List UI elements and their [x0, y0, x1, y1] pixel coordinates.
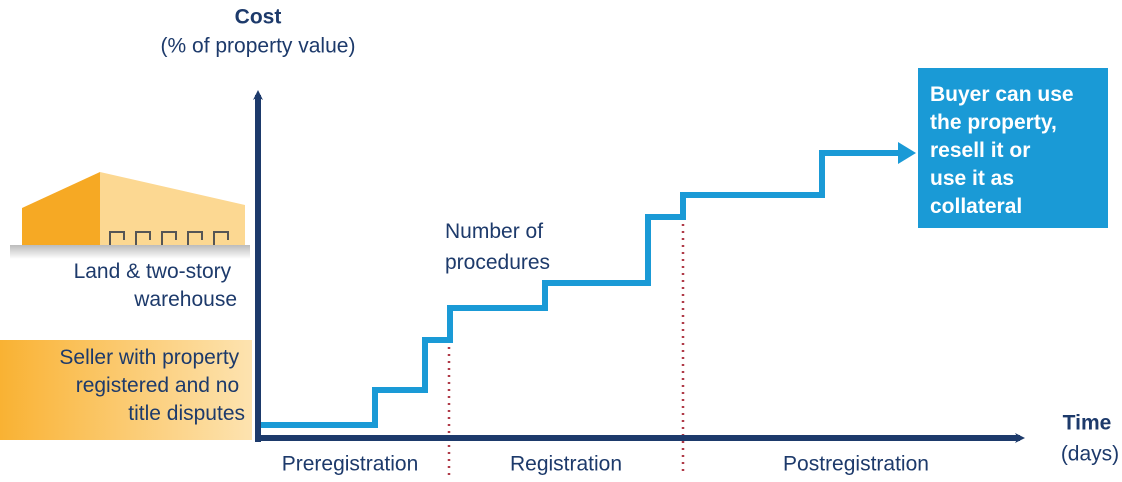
outcome-box [918, 68, 1108, 228]
text-line: warehouse [133, 288, 237, 311]
phase-label: Registration [510, 453, 622, 476]
text-line: Seller with property [59, 346, 239, 369]
text-line: resell it or [930, 139, 1030, 162]
text-line: procedures [445, 251, 550, 274]
x-axis-subtitle: (days) [1061, 443, 1119, 466]
text-line: Land & two-story [74, 260, 232, 283]
warehouse-icon [10, 172, 250, 259]
text-line: collateral [930, 195, 1022, 218]
outcome-label: Buyer can use the property, resell it or… [930, 83, 1079, 218]
text-line: title disputes [128, 402, 245, 425]
text-line: Number of [445, 220, 543, 243]
phase-label: Postregistration [783, 453, 929, 476]
y-axis-subtitle: (% of property value) [161, 35, 356, 58]
seller-label: Seller with property registered and no t… [59, 346, 245, 425]
property-label: Land & two-story warehouse [74, 260, 237, 311]
text-line: Buyer can use [930, 83, 1074, 106]
steps-label: Number of procedures [445, 220, 550, 274]
text-line: use it as [930, 167, 1014, 190]
steps-arrowhead [898, 142, 916, 164]
phase-label: Preregistration [282, 453, 419, 476]
text-line: registered and no [76, 374, 239, 397]
x-axis-title: Time [1063, 412, 1112, 435]
y-axis-title: Cost [235, 6, 282, 29]
text-line: the property, [930, 111, 1057, 134]
procedure-steps [258, 150, 900, 428]
seller-box [0, 340, 252, 440]
